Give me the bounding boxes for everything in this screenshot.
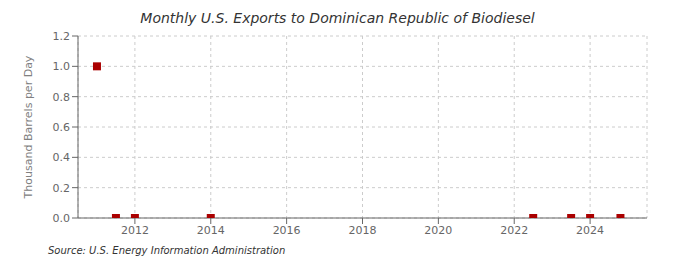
svg-text:0.8: 0.8 <box>53 91 71 104</box>
svg-text:0.6: 0.6 <box>53 121 71 134</box>
svg-text:2018: 2018 <box>349 224 377 237</box>
svg-text:2014: 2014 <box>197 224 225 237</box>
svg-text:1.0: 1.0 <box>53 60 71 73</box>
svg-text:0.4: 0.4 <box>53 151 71 164</box>
svg-text:0.2: 0.2 <box>53 182 71 195</box>
svg-text:2022: 2022 <box>500 224 528 237</box>
svg-text:2012: 2012 <box>121 224 149 237</box>
html-text:Source: U.S. Energy Informatio: Source: U.S. Energy Information Administ… <box>48 245 286 256</box>
svg-text:2024: 2024 <box>576 224 604 237</box>
html-text:Monthly U.S. Exports to Domini: Monthly U.S. Exports to Dominican Republ… <box>140 10 535 26</box>
svg-text:2016: 2016 <box>273 224 301 237</box>
svg-text:1.2: 1.2 <box>53 30 71 43</box>
svg-text:2020: 2020 <box>424 224 452 237</box>
svg-text:0.0: 0.0 <box>53 212 71 225</box>
svg-text:Thousand Barrels per Day: Thousand Barrels per Day <box>22 55 35 199</box>
